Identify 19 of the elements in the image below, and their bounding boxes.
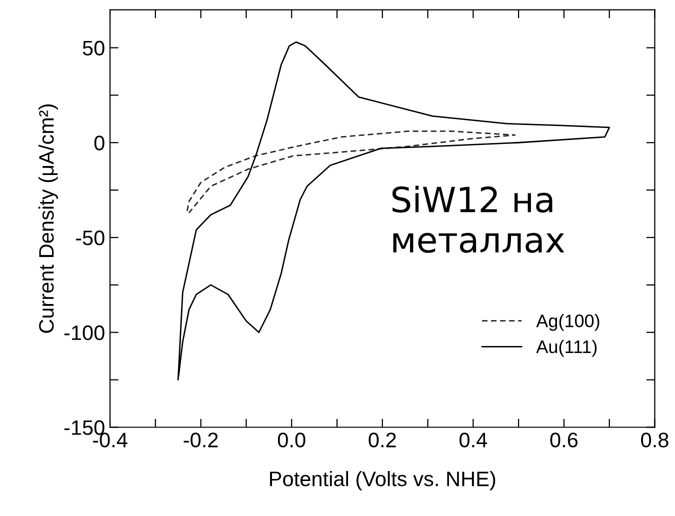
legend-label: Ag(100) — [536, 314, 600, 331]
x-tick-label: 0.6 — [550, 432, 578, 448]
y-tick-label: -50 — [76, 230, 104, 246]
x-tick-label: -0.4 — [93, 432, 128, 448]
x-tick-label: 0.0 — [278, 432, 306, 448]
y-tick-label: 0 — [94, 136, 104, 150]
y-tick-label: 50 — [82, 40, 104, 56]
line-series — [186, 130, 516, 214]
y-tick-label: -100 — [64, 325, 104, 340]
x-tick-label: -0.2 — [184, 432, 218, 448]
x-tick-label: 0.2 — [368, 432, 396, 448]
legend-label: Au(111) — [536, 340, 597, 357]
y-tick-label: -150 — [64, 420, 104, 435]
line-series — [177, 41, 610, 381]
x-tick-label: 0.8 — [641, 432, 668, 448]
y-axis-title: Current Density (μA/cm²) — [38, 104, 58, 333]
annotation: SiW12 на металлах — [392, 186, 564, 253]
x-tick-label: 0.4 — [460, 432, 488, 448]
x-axis-title: Potential (Volts vs. NHE) — [270, 470, 496, 490]
